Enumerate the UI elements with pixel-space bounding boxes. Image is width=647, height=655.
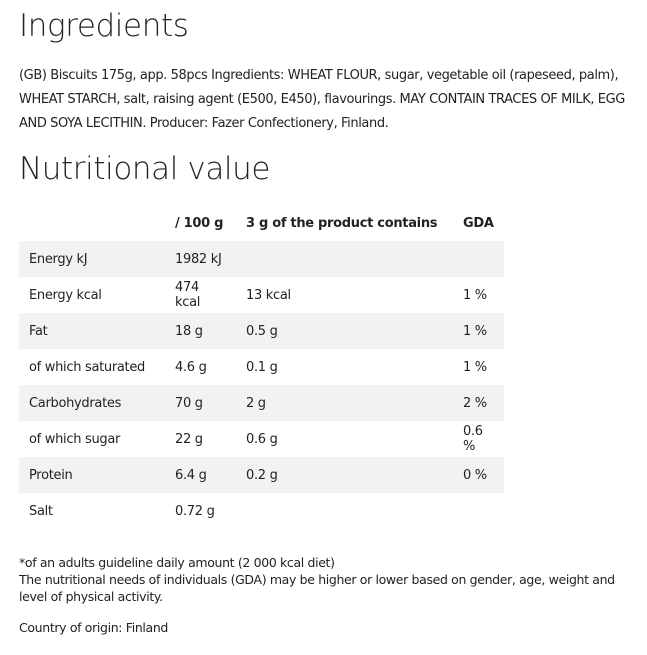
nutrient-name: of which sugar xyxy=(29,431,121,447)
table-row: Fat 18 g 0.5 g 1 % xyxy=(19,313,504,349)
per-100g-value: 1982 kJ xyxy=(165,241,236,277)
per-portion-value xyxy=(236,493,453,529)
gda-value: 0 % xyxy=(453,457,504,493)
gda-value xyxy=(453,493,504,529)
nutrient-name: Energy kJ xyxy=(19,241,165,277)
per-portion-value: 0.6 g xyxy=(246,431,278,447)
per-100g-value: 70 g xyxy=(165,385,236,421)
per-100g-value: 22 g xyxy=(175,431,203,447)
nutritional-value-heading: Nutritional value xyxy=(19,151,271,187)
ingredients-text: (GB) Biscuits 175g, app. 58pcs Ingredien… xyxy=(19,68,625,131)
nutrient-name: Salt xyxy=(29,503,53,519)
per-portion-value xyxy=(236,241,453,277)
per-portion-value: 2 g xyxy=(236,385,453,421)
nutrient-name: Carbohydrates xyxy=(19,385,165,421)
gda-value: 0.6 % xyxy=(463,424,483,454)
nutrient-name: Protein xyxy=(19,457,165,493)
nutrient-name: of which saturated xyxy=(29,359,145,375)
footnote-line: The nutritional needs of individuals (GD… xyxy=(19,572,615,604)
per-portion-value: 0.1 g xyxy=(246,359,278,375)
gda-value: 1 % xyxy=(453,313,504,349)
per-100g-value: 474 kcal xyxy=(175,280,201,310)
country-of-origin: Country of origin: Finland xyxy=(19,620,168,635)
header-gda: GDA xyxy=(463,216,494,231)
per-portion-value: 13 kcal xyxy=(246,287,291,303)
table-row: Energy kJ 1982 kJ xyxy=(19,241,504,277)
gda-value xyxy=(453,241,504,277)
nutrition-header-row: / 100 g 3 g of the product contains GDA xyxy=(19,206,504,241)
table-row: of which saturated 4.6 g 0.1 g 1 % xyxy=(19,349,504,385)
footnote-line: *of an adults guideline daily amount (2 … xyxy=(19,555,335,570)
gda-value: 2 % xyxy=(453,385,504,421)
gda-value: 1 % xyxy=(463,359,487,375)
header-per-portion: 3 g of the product contains xyxy=(246,216,438,231)
nutrient-name: Energy kcal xyxy=(29,287,102,303)
per-100g-value: 6.4 g xyxy=(165,457,236,493)
table-row: Salt 0.72 g xyxy=(19,493,504,529)
table-row: Carbohydrates 70 g 2 g 2 % xyxy=(19,385,504,421)
nutrition-table: / 100 g 3 g of the product contains GDA … xyxy=(19,206,504,529)
header-nutrient xyxy=(19,206,165,241)
header-per-100g: / 100 g xyxy=(175,216,224,231)
per-portion-value: 0.2 g xyxy=(236,457,453,493)
table-row: Protein 6.4 g 0.2 g 0 % xyxy=(19,457,504,493)
per-100g-value: 4.6 g xyxy=(175,359,207,375)
per-100g-value: 0.72 g xyxy=(175,503,215,519)
per-portion-value: 0.5 g xyxy=(236,313,453,349)
nutrient-name: Fat xyxy=(19,313,165,349)
gda-footnote: *of an adults guideline daily amount (2 … xyxy=(19,554,639,605)
table-row: Energy kcal 474 kcal 13 kcal 1 % xyxy=(19,277,504,313)
ingredients-heading: Ingredients xyxy=(19,8,189,44)
table-row: of which sugar 22 g 0.6 g 0.6 % xyxy=(19,421,504,457)
per-100g-value: 18 g xyxy=(165,313,236,349)
gda-value: 1 % xyxy=(463,287,487,303)
